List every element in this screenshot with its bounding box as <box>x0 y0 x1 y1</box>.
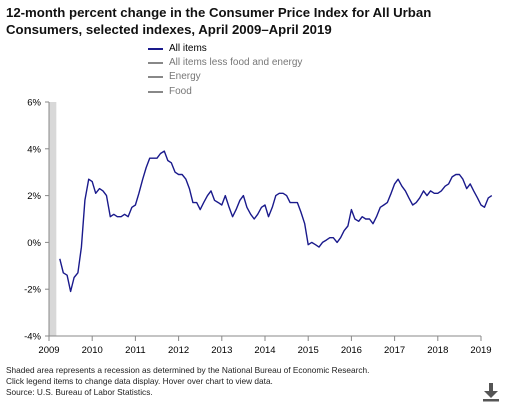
recession-note: Shaded area represents a recession as de… <box>6 365 370 375</box>
x-tick-label: 2010 <box>82 345 103 356</box>
x-tick-label: 2015 <box>298 345 319 356</box>
legend-label: Food <box>169 85 192 97</box>
y-tick-label: 0% <box>27 238 41 249</box>
interaction-note: Click legend items to change data displa… <box>6 376 273 387</box>
y-tick-label: -4% <box>24 332 41 343</box>
chart-legend: All items All items less food and energy… <box>148 42 302 99</box>
legend-label: Energy <box>169 71 201 83</box>
legend-swatch <box>148 90 163 93</box>
download-icon[interactable] <box>482 382 500 402</box>
chart-footnotes: Shaded area represents a recession as de… <box>6 365 369 399</box>
chart-title: 12-month percent change in the Consumer … <box>6 5 432 37</box>
x-tick-label: 2009 <box>38 345 59 356</box>
y-tick-label: 4% <box>27 144 41 155</box>
x-tick-label: 2019 <box>470 345 491 356</box>
series-line-all-items <box>59 150 493 293</box>
legend-label: All items <box>169 43 207 54</box>
y-tick-label: -2% <box>24 285 41 296</box>
x-tick-label: 2012 <box>168 345 189 356</box>
legend-swatch <box>148 76 163 79</box>
line-chart[interactable]: -4% -2% 0% 2% 4% 6% 2009 2010 2011 2012 2013 2014 20… <box>0 0 512 365</box>
legend-item-food[interactable]: Food <box>148 85 302 99</box>
x-tick-label: 2013 <box>211 345 232 356</box>
legend-item-energy[interactable]: Energy <box>148 70 302 84</box>
y-tick-label: 2% <box>27 191 41 202</box>
legend-swatch <box>148 62 163 65</box>
legend-item-all-items[interactable]: All items <box>148 42 302 56</box>
x-tick-label: 2016 <box>341 345 362 356</box>
recession-shading <box>49 102 57 336</box>
x-tick-label: 2017 <box>384 345 405 356</box>
legend-label: All items less food and energy <box>169 57 303 69</box>
x-tick-label: 2014 <box>254 345 275 356</box>
legend-item-all-items-less-food-and-energy[interactable]: All items less food and energy <box>148 56 302 70</box>
source-note: Source: U.S. Bureau of Labor Statistics. <box>6 387 153 398</box>
x-tick-label: 2018 <box>427 345 448 356</box>
x-tick-label: 2011 <box>125 345 145 356</box>
legend-swatch <box>148 48 163 51</box>
y-tick-label: 6% <box>27 98 41 109</box>
